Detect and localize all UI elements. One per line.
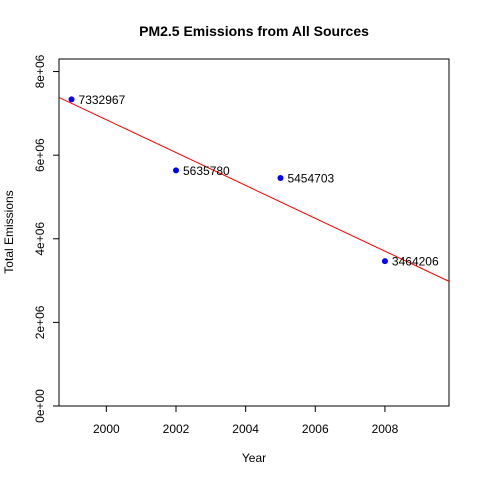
plot-frame xyxy=(58,58,450,407)
y-tick-label: 6e+06 xyxy=(33,138,47,172)
trend-line xyxy=(58,96,450,282)
y-tick-label: 2e+06 xyxy=(33,305,47,339)
points-layer xyxy=(68,96,388,265)
data-point xyxy=(68,96,75,103)
data-labels-layer: 7332967 5635780 5454703 3464206 xyxy=(79,93,439,269)
y-axis: 0e+00 2e+06 4e+06 6e+06 8e+06 xyxy=(33,54,59,423)
x-tick-label: 2004 xyxy=(232,422,259,436)
x-tick-label: 2000 xyxy=(93,422,120,436)
x-axis: 2000 2002 2004 2006 2008 xyxy=(93,405,399,436)
y-tick-label: 0e+00 xyxy=(33,389,47,423)
data-label: 3464206 xyxy=(392,255,439,269)
data-label: 5454703 xyxy=(287,171,334,185)
x-tick-label: 2008 xyxy=(372,422,399,436)
trend-layer xyxy=(58,96,450,282)
data-point xyxy=(173,167,179,174)
y-axis-label: Total Emissions xyxy=(2,190,16,273)
chart-title: PM2.5 Emissions from All Sources xyxy=(139,23,369,39)
data-label: 7332967 xyxy=(79,93,126,107)
y-tick-label: 8e+06 xyxy=(33,54,47,88)
x-axis-label: Year xyxy=(242,451,266,465)
x-tick-label: 2006 xyxy=(302,422,329,436)
y-tick-label: 4e+06 xyxy=(33,222,47,256)
x-tick-label: 2002 xyxy=(163,422,190,436)
data-label: 5635780 xyxy=(183,164,230,178)
data-point xyxy=(381,258,388,265)
data-point xyxy=(277,174,284,181)
